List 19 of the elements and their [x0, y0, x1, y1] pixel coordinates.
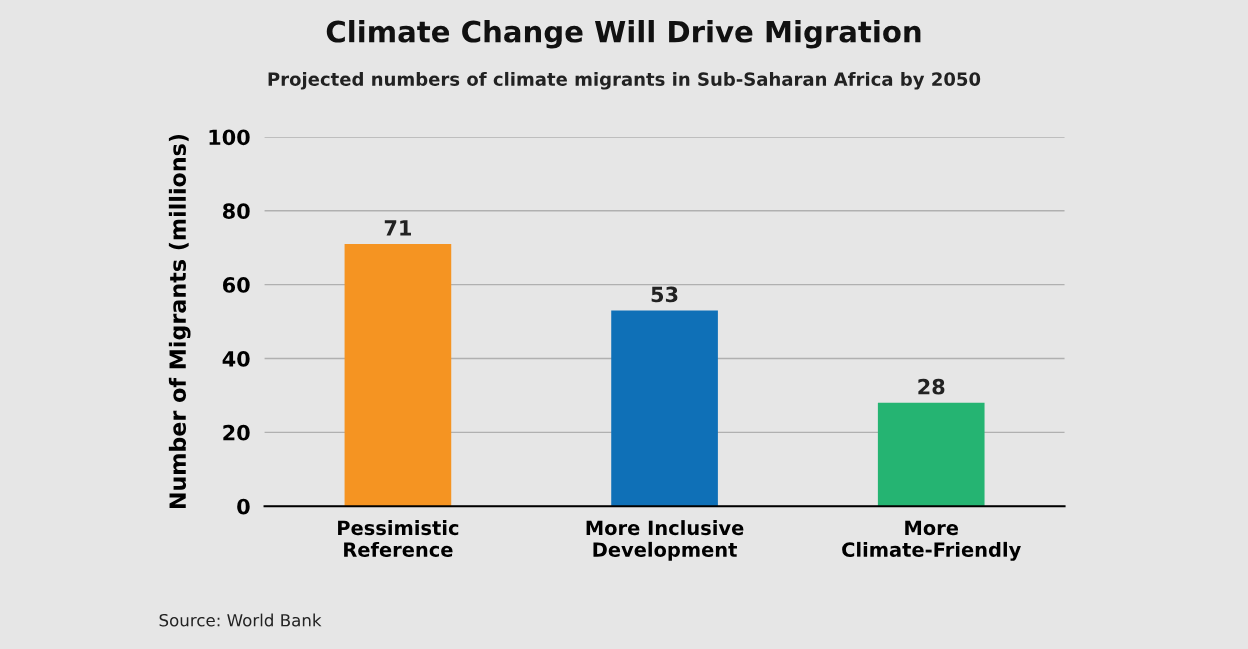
y-tick-label: 20	[223, 424, 250, 441]
x-tick-label: More Climate-Friendly	[842, 520, 1021, 561]
y-tick-label: 80	[222, 203, 250, 220]
chart-subtitle: Projected numbers of climate migrants in Sub-Saharan Africa by 2050	[268, 71, 981, 90]
y-tick-label: 100	[209, 129, 250, 146]
bar	[877, 402, 985, 507]
y-tick-label: 60	[222, 277, 250, 293]
x-tick-label: More Inclusive Development	[586, 520, 744, 561]
y-tick-label: 40	[222, 350, 250, 367]
source-note: Source: World Bank	[159, 613, 322, 627]
data-label: 53	[651, 286, 678, 303]
data-label: 28	[918, 378, 945, 395]
bar	[611, 310, 718, 507]
y-axis-title: Number of Migrants (millions)	[168, 134, 191, 509]
bar	[344, 244, 452, 507]
x-tick-label: Pessimistic Reference	[338, 520, 459, 557]
data-label: 71	[384, 220, 411, 236]
y-tick-label: 0	[237, 498, 250, 515]
chart-title: Climate Change Will Drive Migration	[326, 20, 921, 49]
